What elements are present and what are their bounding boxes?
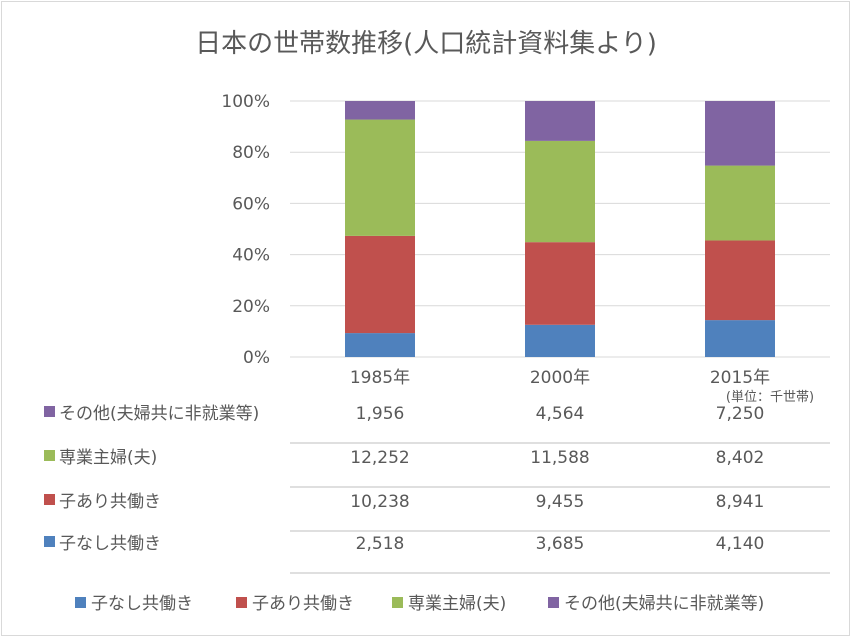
bar-segment [705,240,775,321]
bar-segment [525,101,595,141]
x-tick-label: 2015年 [710,368,770,388]
table-row-label: 子あり共働き [59,492,161,512]
x-tick-label: 2000年 [530,368,590,388]
y-tick-label: 40% [232,246,270,266]
bar-segment [345,333,415,357]
bar-segment [345,235,415,334]
table-cell: 10,238 [350,492,409,512]
table-cell: 2,518 [356,534,405,554]
x-tick-label: 1985年 [350,368,410,388]
table-row-label: 専業主婦(夫) [59,448,157,468]
bar-segment [345,119,415,236]
table-legend-key [44,494,55,505]
y-tick-label: 100% [221,92,270,112]
table-row-label: その他(夫婦共に非就業等) [59,404,259,424]
y-tick-label: 20% [232,297,270,317]
legend-key [236,597,247,608]
table-cell: 4,564 [536,404,585,424]
table-cell: 7,250 [716,404,765,424]
table-legend-key [44,450,55,461]
table-cell: 11,588 [530,448,589,468]
legend-label: 子あり共働き [252,594,354,614]
legend-key [548,597,559,608]
legend-key [75,597,86,608]
y-tick-label: 0% [243,348,270,368]
table-cell: 3,685 [536,534,585,554]
chart-title: 日本の世帯数推移(人口統計資料集より) [195,29,657,59]
unit-note: (単位：千世帯) [726,389,814,405]
bar-segment [705,320,775,357]
bar-segment [345,101,415,120]
table-cell: 8,941 [716,492,765,512]
table-legend-key [44,406,55,417]
table-cell: 8,402 [716,448,765,468]
bar-segment [705,165,775,241]
legend-label: その他(夫婦共に非就業等) [564,594,764,614]
y-tick-label: 80% [232,143,270,163]
bar-segment [525,242,595,325]
legend-label: 専業主婦(夫) [408,594,506,614]
table-cell: 1,956 [356,404,405,424]
legend-key [392,597,403,608]
table-cell: 9,455 [536,492,585,512]
y-tick-label: 60% [232,194,270,214]
bar-segment [525,140,595,243]
bar-segment [705,101,775,166]
table-cell: 12,252 [350,448,409,468]
table-row-label: 子なし共働き [59,534,161,554]
legend-label: 子なし共働き [91,594,193,614]
table-legend-key [44,536,55,547]
bar-segment [525,324,595,357]
table-cell: 4,140 [716,534,765,554]
